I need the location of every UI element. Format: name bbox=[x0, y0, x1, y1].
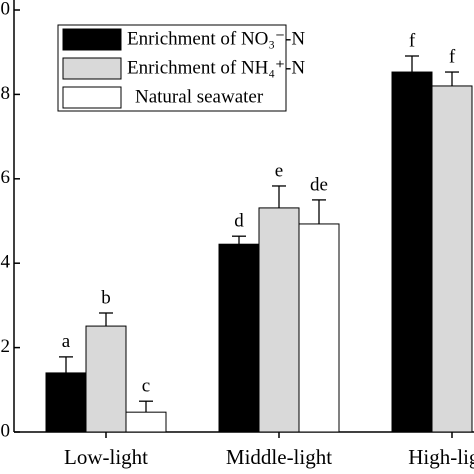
y-tick-label: 10 bbox=[0, 0, 10, 19]
significance-label: f bbox=[409, 30, 416, 51]
legend-swatch bbox=[62, 57, 122, 80]
significance-label: e bbox=[275, 160, 283, 181]
significance-label: d bbox=[234, 211, 244, 232]
legend-label: Natural seawater bbox=[135, 86, 264, 107]
significance-label: f bbox=[449, 46, 456, 67]
y-tick-label: 4 bbox=[1, 252, 11, 273]
legend-label: Enrichment of NH₄⁺-N bbox=[127, 57, 305, 78]
y-tick-label: 2 bbox=[1, 336, 11, 357]
x-tick-label: Middle-light bbox=[226, 445, 332, 469]
significance-label: a bbox=[62, 331, 71, 352]
x-tick-label: High-light bbox=[408, 445, 474, 469]
bar bbox=[258, 207, 300, 433]
y-tick-label: 6 bbox=[1, 167, 11, 188]
bar bbox=[298, 223, 340, 433]
legend-swatch bbox=[62, 28, 122, 51]
significance-label: b bbox=[101, 287, 111, 308]
bar bbox=[125, 411, 167, 433]
y-tick-label: 8 bbox=[1, 83, 11, 104]
bar bbox=[85, 325, 127, 433]
bar bbox=[45, 372, 87, 433]
y-tick-label: 0 bbox=[1, 420, 11, 441]
bar bbox=[218, 243, 260, 433]
bar bbox=[391, 71, 433, 433]
bar bbox=[431, 85, 473, 433]
legend-swatch bbox=[62, 86, 122, 109]
significance-label: de bbox=[310, 174, 328, 195]
x-tick-label: Low-light bbox=[64, 445, 148, 469]
legend-label: Enrichment of NO₃⁻-N bbox=[127, 28, 305, 49]
significance-label: c bbox=[142, 376, 150, 397]
